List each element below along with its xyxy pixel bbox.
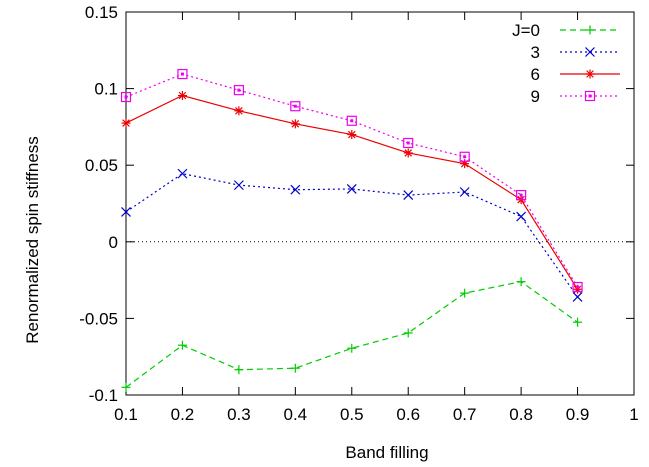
data-point-square	[120, 91, 132, 103]
data-point-plus	[121, 382, 131, 392]
x-tick-label: 0.7	[453, 405, 477, 424]
data-point-cross	[585, 47, 595, 57]
data-point-asterisk	[403, 148, 413, 158]
data-point-cross	[459, 187, 470, 197]
y-tick-label: 0.1	[94, 80, 118, 99]
legend-entry: 3	[531, 43, 620, 62]
y-tick-label: -0.1	[89, 386, 118, 405]
data-point-square	[516, 189, 527, 201]
x-tick-label: 0.9	[566, 405, 590, 424]
data-point-cross	[346, 184, 357, 194]
data-point-cross	[572, 292, 583, 302]
data-point-plus	[573, 317, 583, 327]
series-layer	[120, 68, 583, 392]
y-tick-label: 0.15	[85, 3, 118, 22]
data-point-square	[584, 90, 596, 102]
data-point-plus	[177, 340, 187, 350]
legend-label: 6	[531, 65, 540, 84]
data-point-asterisk	[290, 119, 300, 129]
x-tick-label: 0.4	[284, 405, 308, 424]
legend-entry: 9	[531, 87, 620, 106]
data-point-plus	[403, 328, 413, 338]
data-point-cross	[121, 207, 131, 217]
legend: J=0 3 6 9	[512, 21, 620, 106]
data-point-cross	[403, 190, 414, 200]
data-point-plus	[460, 288, 470, 298]
series-line	[125, 94, 579, 290]
data-point-plus	[347, 343, 357, 353]
legend-label: 9	[531, 87, 540, 106]
x-tick-label: 0.1	[114, 405, 138, 424]
series-line	[125, 73, 579, 288]
x-tick-label: 0.3	[227, 405, 251, 424]
series-4	[120, 68, 583, 293]
data-point-plus	[585, 25, 595, 35]
data-point-cross	[233, 180, 244, 191]
data-point-asterisk	[121, 118, 131, 128]
y-tick-label: 0.05	[85, 156, 118, 175]
x-tick-label: 0.6	[396, 405, 420, 424]
data-point-plus	[290, 363, 300, 373]
y-axis-title: Renormalized spin stiffness	[23, 136, 42, 344]
data-point-asterisk	[177, 90, 187, 100]
data-point-asterisk	[234, 106, 244, 116]
x-axis-title: Band filling	[345, 443, 428, 462]
data-point-square	[403, 137, 414, 149]
axis-ticks: 0.1 0.2 0.3 0.4 0.5 0.6 0.7 0.8 0.9 1 -0.1 -0.05 0 0.…	[79, 3, 638, 424]
data-point-cross	[177, 168, 188, 179]
legend-label: 3	[531, 43, 540, 62]
x-tick-label: 0.2	[171, 405, 195, 424]
x-tick-label: 0.5	[340, 405, 364, 424]
data-point-square	[572, 281, 583, 293]
legend-entry: J=0	[512, 21, 620, 40]
data-point-cross	[516, 211, 527, 222]
data-point-asterisk	[585, 69, 595, 79]
data-point-square	[233, 85, 244, 96]
data-point-plus	[234, 365, 244, 375]
series-1	[121, 277, 583, 392]
series-3	[121, 90, 583, 294]
data-point-square	[177, 68, 188, 80]
data-point-asterisk	[460, 159, 470, 169]
legend-label: J=0	[512, 21, 540, 40]
series-line	[125, 280, 578, 388]
y-tick-label: 0	[109, 233, 118, 252]
series-2	[121, 168, 583, 302]
data-point-square	[346, 115, 357, 126]
data-point-plus	[516, 277, 526, 287]
data-point-cross	[290, 184, 301, 195]
x-tick-label: 1	[629, 405, 638, 424]
data-point-asterisk	[347, 130, 357, 140]
data-point-square	[290, 101, 301, 112]
legend-entry: 6	[531, 65, 620, 84]
plot-frame	[125, 11, 635, 396]
y-tick-label: -0.05	[79, 309, 118, 328]
x-tick-label: 0.8	[509, 405, 533, 424]
data-point-square	[459, 151, 470, 162]
